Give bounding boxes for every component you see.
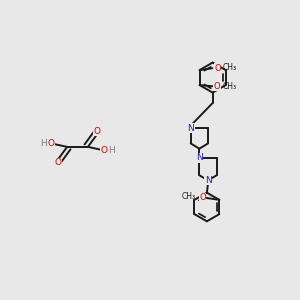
Text: O: O bbox=[199, 194, 206, 202]
Text: H: H bbox=[40, 139, 47, 148]
Text: CH₃: CH₃ bbox=[182, 192, 196, 201]
Text: O: O bbox=[48, 139, 55, 148]
Text: CH₃: CH₃ bbox=[222, 82, 236, 91]
Text: N: N bbox=[205, 176, 212, 185]
Text: O: O bbox=[214, 64, 221, 73]
Text: O: O bbox=[54, 158, 61, 167]
Text: O: O bbox=[100, 146, 107, 154]
Text: CH₃: CH₃ bbox=[223, 63, 237, 72]
Text: O: O bbox=[94, 127, 101, 136]
Text: O: O bbox=[214, 82, 220, 91]
Text: H: H bbox=[108, 146, 115, 154]
Text: N: N bbox=[187, 124, 194, 133]
Text: N: N bbox=[196, 153, 203, 162]
